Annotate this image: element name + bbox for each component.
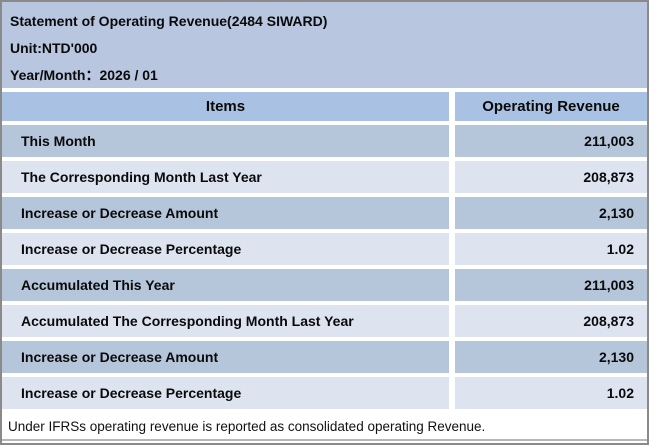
row-item-label: Increase or Decrease Percentage [2,233,449,265]
table-row: Accumulated This Year 211,003 [2,269,647,301]
table-header-row: Items Operating Revenue [2,92,647,121]
table-row: This Month 211,003 [2,125,647,157]
row-value: 2,130 [455,197,647,229]
row-value: 2,130 [455,341,647,373]
row-value: 208,873 [455,161,647,193]
row-item-label: Accumulated This Year [2,269,449,301]
row-value: 211,003 [455,269,647,301]
unit-label: Unit:NTD'000 [10,39,98,56]
row-item-label: This Month [2,125,449,157]
row-item-label: Increase or Decrease Percentage [2,377,449,409]
page-title: Statement of Operating Revenue(2484 SIWA… [10,12,328,29]
row-value: 208,873 [455,305,647,337]
table-row: Increase or Decrease Percentage 1.02 [2,233,647,265]
row-item-label: Increase or Decrease Amount [2,197,449,229]
table-row: Accumulated The Corresponding Month Last… [2,305,647,337]
column-header-operating-revenue: Operating Revenue [455,92,647,121]
year-month-label: Year/Month：2026 / 01 [10,66,158,83]
table-row: Increase or Decrease Amount 2,130 [2,341,647,373]
row-value: 1.02 [455,233,647,265]
table-row: The Corresponding Month Last Year 208,87… [2,161,647,193]
row-value: 211,003 [455,125,647,157]
ifrs-footnote: Under IFRSs operating revenue is reporte… [2,413,647,441]
table-row: Increase or Decrease Amount 2,130 [2,197,647,229]
column-header-items: Items [2,92,449,121]
row-item-label: Increase or Decrease Amount [2,341,449,373]
row-item-label: The Corresponding Month Last Year [2,161,449,193]
revenue-table: Items Operating Revenue This Month 211,0… [2,92,647,409]
table-row: Increase or Decrease Percentage 1.02 [2,377,647,409]
row-value: 1.02 [455,377,647,409]
row-item-label: Accumulated The Corresponding Month Last… [2,305,449,337]
report-banner: Statement of Operating Revenue(2484 SIWA… [2,2,647,88]
